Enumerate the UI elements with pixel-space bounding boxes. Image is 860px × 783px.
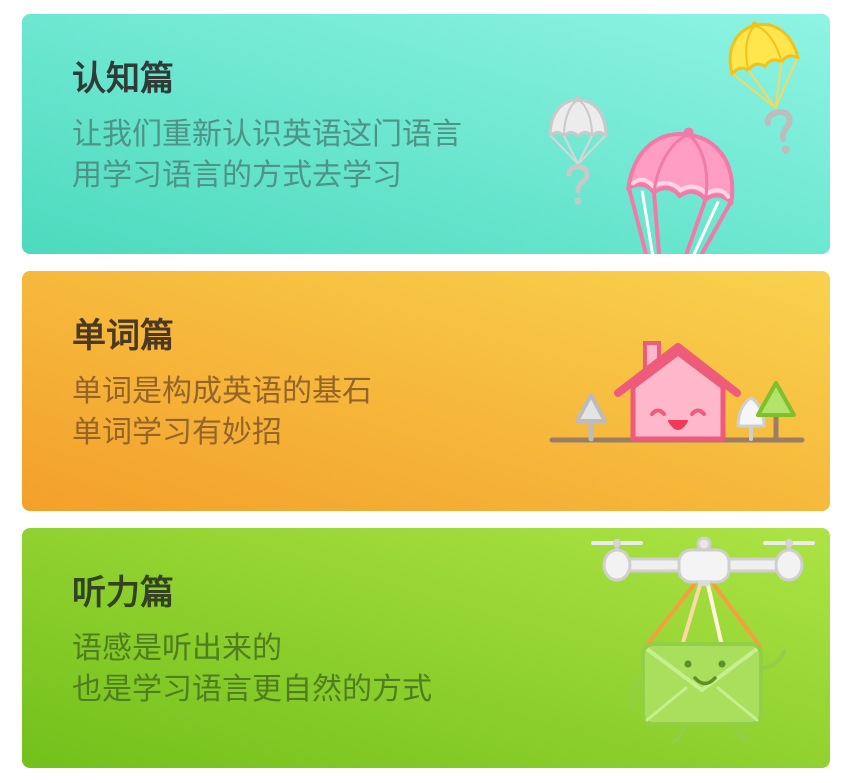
card-line: 用学习语言的方式去学习 bbox=[72, 158, 402, 193]
card-line: 单词是构成英语的基石 bbox=[72, 374, 372, 409]
card-vocabulary[interactable]: 单词篇 单词是构成英语的基石 单词学习有妙招 bbox=[22, 271, 830, 511]
card-line: 也是学习语言更自然的方式 bbox=[72, 672, 432, 707]
card-cognition[interactable]: 认知篇 让我们重新认识英语这门语言 用学习语言的方式去学习 bbox=[22, 14, 830, 254]
pink-strings bbox=[627, 188, 732, 254]
envelope-right-leg bbox=[732, 722, 750, 742]
gray-question-dot bbox=[574, 197, 582, 205]
card-title: 认知篇 bbox=[72, 59, 174, 99]
card-line: 让我们重新认识英语这门语言 bbox=[72, 117, 462, 152]
card-line: 语感是听出来的 bbox=[72, 631, 282, 666]
card-title: 听力篇 bbox=[72, 573, 174, 613]
right-propeller-hub bbox=[785, 539, 793, 547]
drone-arm bbox=[615, 557, 791, 573]
card-description: 语感是听出来的 也是学习语言更自然的方式 bbox=[72, 628, 830, 710]
card-title: 单词篇 bbox=[72, 316, 174, 356]
card-description: 让我们重新认识英语这门语言 用学习语言的方式去学习 bbox=[72, 114, 830, 196]
card-line: 单词学习有妙招 bbox=[72, 415, 282, 450]
drone-top-knob bbox=[696, 536, 712, 552]
card-listening[interactable]: 听力篇 语感是听出来的 也是学习语言更自然的方式 bbox=[22, 528, 830, 768]
left-propeller-hub bbox=[613, 539, 621, 547]
pink-inner-strings bbox=[640, 190, 720, 254]
envelope-left-leg bbox=[672, 722, 688, 744]
yellow-canopy-knob bbox=[751, 21, 758, 28]
card-description: 单词是构成英语的基石 单词学习有妙招 bbox=[72, 371, 830, 453]
